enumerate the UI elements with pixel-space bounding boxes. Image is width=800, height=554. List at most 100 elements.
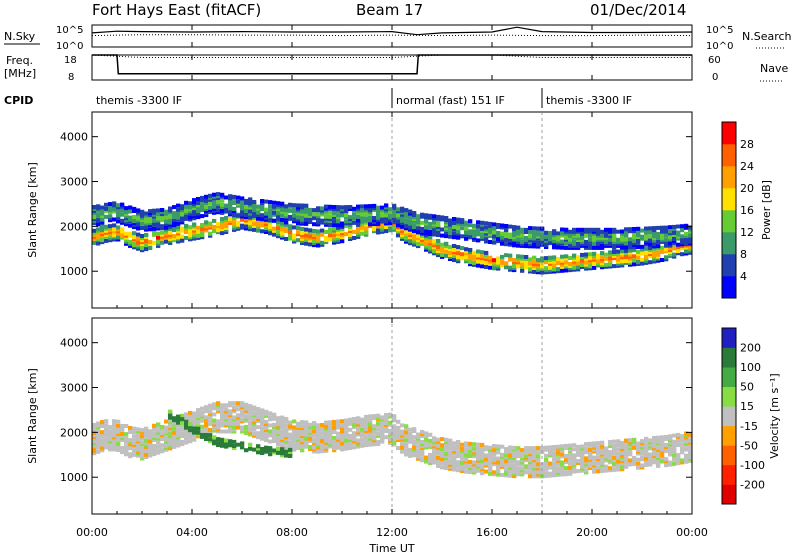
- heat-cell: [520, 264, 525, 269]
- heat-cell: [332, 448, 337, 453]
- heat-cell: [436, 245, 441, 249]
- noise-left-bottom: 10^0: [56, 41, 83, 52]
- heat-cell: [376, 421, 381, 426]
- heat-cell: [652, 242, 657, 247]
- heat-cell: [280, 429, 285, 434]
- heat-cell: [376, 431, 381, 436]
- heat-cell: [244, 448, 249, 453]
- heat-cell: [500, 263, 505, 267]
- heat-cell: [408, 219, 413, 224]
- heat-cell: [632, 456, 637, 460]
- heat-cell: [404, 452, 409, 457]
- heat-cell: [504, 467, 509, 472]
- heat-cell: [220, 231, 225, 236]
- heat-cell: [368, 422, 373, 427]
- heat-cell: [500, 473, 505, 477]
- heat-cell: [444, 216, 449, 220]
- heat-cell: [116, 423, 121, 428]
- heat-cell: [296, 435, 301, 440]
- heat-cell: [184, 223, 189, 228]
- heat-cell: [156, 239, 161, 244]
- heat-cell: [452, 455, 457, 460]
- heat-cell: [496, 260, 501, 265]
- heat-cell: [344, 205, 349, 210]
- heat-cell: [656, 225, 661, 230]
- heat-cell: [584, 442, 589, 447]
- heat-cell: [468, 252, 473, 257]
- heat-cell: [180, 234, 185, 239]
- heat-cell: [556, 269, 561, 274]
- heat-cell: [188, 419, 193, 423]
- heat-cell: [256, 204, 261, 209]
- heat-cell: [176, 239, 181, 244]
- heat-cell: [640, 257, 645, 262]
- heat-cell: [292, 439, 297, 444]
- heat-cell: [336, 207, 341, 212]
- heat-cell: [612, 443, 617, 448]
- heat-cell: [320, 240, 325, 245]
- heat-cell: [252, 227, 257, 232]
- freq-left-top: 18: [64, 55, 77, 66]
- heat-cell: [680, 240, 685, 245]
- heat-cell: [248, 404, 253, 409]
- heat-cell: [280, 453, 285, 458]
- heat-cell: [424, 233, 429, 238]
- heat-cell: [280, 415, 285, 420]
- heat-cell: [620, 445, 625, 449]
- heat-cell: [272, 422, 277, 427]
- heat-cell: [480, 455, 485, 460]
- heat-cell: [444, 452, 449, 456]
- heat-cell: [676, 249, 681, 254]
- heat-cell: [560, 268, 565, 273]
- heat-cell: [520, 466, 525, 471]
- heat-cell: [276, 222, 281, 227]
- heat-cell: [200, 410, 205, 415]
- heat-cell: [196, 408, 201, 413]
- heat-cell: [668, 237, 673, 242]
- heat-cell: [480, 459, 485, 464]
- heat-cell: [456, 229, 461, 234]
- heat-cell: [664, 255, 669, 260]
- heat-cell: [652, 460, 657, 465]
- colorbar-tick-label: 15: [740, 400, 754, 413]
- heat-cell: [308, 207, 313, 212]
- heat-cell: [660, 250, 665, 254]
- heat-cell: [508, 238, 513, 243]
- heat-cell: [688, 448, 693, 453]
- heat-cell: [100, 420, 105, 425]
- heat-cell: [112, 217, 117, 222]
- heat-cell: [540, 240, 545, 245]
- heat-cell: [416, 456, 421, 461]
- heat-cell: [184, 412, 189, 417]
- x-tick-label: 04:00: [176, 526, 208, 539]
- heat-cell: [464, 251, 469, 256]
- heat-cell: [220, 217, 225, 221]
- heat-cell: [464, 469, 469, 474]
- heat-cell: [352, 431, 357, 436]
- heat-cell: [216, 204, 221, 209]
- heat-cell: [340, 423, 345, 428]
- heat-cell: [324, 424, 329, 429]
- heat-cell: [632, 233, 637, 237]
- heat-cell: [132, 209, 137, 213]
- heat-cell: [236, 403, 241, 408]
- heat-cell: [264, 222, 269, 226]
- heat-cell: [328, 432, 333, 437]
- heat-cell: [184, 440, 189, 445]
- heat-cell: [648, 242, 653, 247]
- heat-cell: [344, 430, 349, 435]
- heat-cell: [168, 224, 173, 229]
- heat-cell: [124, 436, 129, 441]
- heat-cell: [364, 435, 369, 440]
- heat-cell: [516, 225, 521, 230]
- heat-cell: [560, 254, 565, 259]
- heat-cell: [244, 224, 249, 229]
- heat-cell: [352, 206, 357, 211]
- heat-cell: [284, 431, 289, 436]
- heat-cell: [488, 453, 493, 458]
- heat-cell: [640, 247, 645, 252]
- heat-cell: [652, 234, 657, 239]
- heat-cell: [556, 231, 561, 236]
- heat-cell: [264, 409, 269, 414]
- heat-cell: [452, 231, 457, 236]
